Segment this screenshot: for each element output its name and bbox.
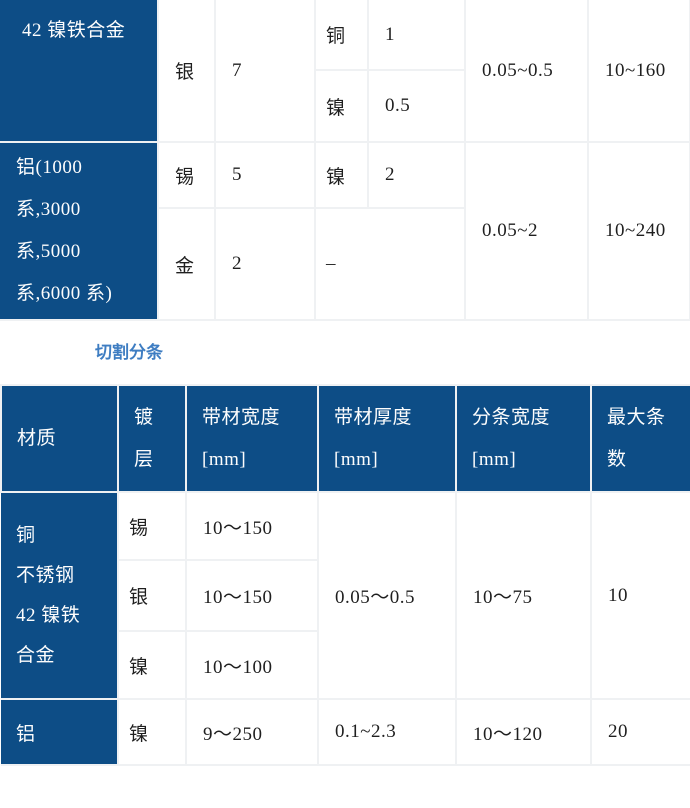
cell-thickness-range: 0.05~0.5	[464, 0, 589, 143]
header-strip-width: 带材宽度 [mm]	[185, 384, 319, 493]
cell-max-strips: 10	[590, 491, 690, 700]
cell-sub-plating-value: 1	[367, 0, 466, 71]
cell-width-range: 10~160	[587, 0, 690, 143]
cell-sub-plating-empty: –	[314, 207, 466, 321]
header-slit-width: 分条宽度 [mm]	[455, 384, 592, 493]
cell-sub-plating-name: 铜	[314, 0, 369, 71]
header-strip-thickness: 带材厚度 [mm]	[317, 384, 457, 493]
cell-material-group: 铜不锈钢 42 镍铁 合金	[1, 491, 119, 700]
section-heading-slitting: 切割分条	[95, 343, 163, 362]
cell-strip-width: 9～250	[185, 698, 319, 766]
cell-slit-width: 10～75	[455, 491, 592, 700]
cell-plating-name: 金	[157, 207, 216, 321]
cell-material-aluminum: 铝(1000 系,3000 系,5000 系,6000 系)	[0, 141, 159, 321]
cell-strip-width: 10～100	[185, 630, 319, 700]
cell-sub-plating-value: 2	[367, 141, 466, 209]
cell-sub-plating-name: 镍	[314, 69, 369, 143]
cell-plating-value: 5	[214, 141, 316, 209]
header-material: 材质	[0, 384, 119, 493]
cell-plating: 银	[117, 559, 187, 632]
cell-width-range: 10~240	[587, 141, 690, 321]
cell-sub-plating-name: 镍	[314, 141, 369, 209]
cell-thickness-range: 0.05~2	[464, 141, 589, 321]
cell-plating-value: 7	[214, 0, 316, 143]
plating-spec-table: 42 镍铁合金 银 7 铜 1 0.05~0.5 10~160 镍 0.5 铝(…	[0, 0, 690, 321]
cell-plating-name: 银	[157, 0, 216, 143]
cell-plating: 镍	[117, 630, 187, 700]
header-max-strips: 最大条数	[590, 384, 690, 493]
cell-material-aluminum: 铝	[1, 698, 119, 766]
cell-plating: 镍	[117, 698, 187, 766]
cell-strip-thickness: 0.05～0.5	[317, 491, 457, 700]
slitting-spec-table: 材质 镀层 带材宽度 [mm] 带材厚度 [mm] 分条宽度 [mm] 最大条数 铜不…	[0, 384, 690, 766]
cell-plating-name: 锡	[157, 141, 216, 209]
cell-material-42-alloy: 42 镍铁合金	[0, 0, 159, 143]
cell-slit-width: 10～120	[455, 698, 592, 766]
header-plating: 镀层	[117, 384, 187, 493]
cell-strip-width: 10～150	[185, 491, 319, 561]
cell-plating-value: 2	[214, 207, 316, 321]
cell-sub-plating-value: 0.5	[367, 69, 466, 143]
cell-strip-thickness: 0.1~2.3	[317, 698, 457, 766]
cell-plating: 锡	[117, 491, 187, 561]
cell-max-strips: 20	[590, 698, 690, 766]
cell-strip-width: 10～150	[185, 559, 319, 632]
